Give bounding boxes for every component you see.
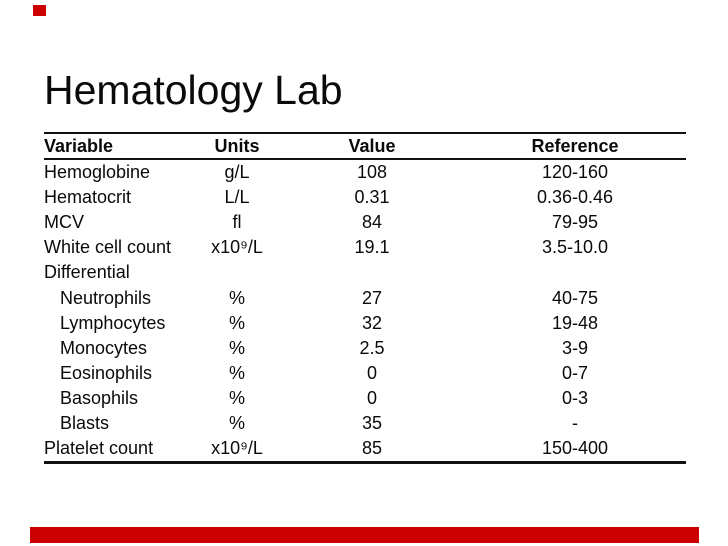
table-row: Monocytes% 2.5 3-9	[44, 336, 686, 361]
variable-cell: Blasts	[60, 412, 110, 433]
units-cell: x10⁹/L	[194, 436, 280, 465]
units-cell: x10⁹/L	[211, 237, 263, 258]
reference-cell: 19-48	[551, 312, 599, 333]
value-cell: 108	[356, 162, 388, 183]
variable-cell: Platelet count	[44, 436, 194, 465]
reference-cell: -	[572, 412, 578, 433]
units-cell: fl	[232, 212, 242, 233]
variable-cell: Lymphocytes	[60, 312, 166, 333]
value-cell	[280, 260, 464, 285]
value-cell: 85	[280, 436, 464, 465]
table-body: Hemoglobine g/L 108 120-160 Hematocrit L/L 0.3…	[44, 159, 686, 465]
reference-cell: 40-75	[551, 287, 599, 308]
table-row: Blasts% 35 -	[44, 411, 686, 436]
units-cell: %	[228, 387, 245, 408]
reference-cell: 0-7	[561, 362, 588, 383]
value-cell: 0	[366, 362, 377, 383]
units-cell: %	[228, 412, 245, 433]
table-row: Lymphocytes% 32 19-48	[44, 311, 686, 336]
column-header: Units	[194, 132, 280, 160]
units-cell: %	[228, 362, 245, 383]
value-cell: 84	[361, 212, 383, 233]
units-cell: L/L	[224, 187, 250, 208]
table-row: Hemoglobine g/L 108 120-160	[44, 159, 686, 185]
reference-cell: 150-400	[464, 436, 686, 465]
units-cell: %	[228, 287, 245, 308]
table-row: MCV fl 84 79-95	[44, 210, 686, 235]
reference-cell: 79-95	[551, 212, 599, 233]
table-row: Neutrophils% 27 40-75	[44, 285, 686, 310]
variable-cell: Basophils	[60, 387, 139, 408]
value-cell: 19.1	[354, 237, 390, 258]
reference-cell: 3-9	[561, 337, 588, 358]
variable-cell: Monocytes	[60, 337, 148, 358]
table-row: Platelet count x10⁹/L 85 150-400	[44, 436, 686, 465]
variable-cell: Eosinophils	[60, 362, 153, 383]
variable-cell: Hemoglobine	[44, 162, 151, 183]
units-cell: %	[228, 312, 245, 333]
reference-cell: 0.36-0.46	[536, 187, 614, 208]
reference-cell: 120-160	[541, 162, 609, 183]
variable-cell: Neutrophils	[60, 287, 152, 308]
value-cell: 35	[361, 412, 383, 433]
lab-results-table-container: Variable Units Value Reference Hemoglobine g…	[44, 132, 686, 465]
variable-cell: Differential	[44, 262, 130, 283]
lab-results-table: Variable Units Value Reference Hemoglobine g…	[44, 132, 686, 465]
value-cell: 0.31	[354, 187, 390, 208]
red-accent-mark	[33, 5, 46, 16]
units-cell: %	[228, 337, 245, 358]
units-cell	[194, 260, 280, 285]
table-row: Differential	[44, 260, 686, 285]
variable-cell: MCV	[44, 212, 84, 233]
column-header: Variable	[44, 132, 194, 160]
reference-cell	[464, 260, 686, 285]
column-header: Value	[280, 132, 464, 160]
reference-cell: 0-3	[561, 387, 588, 408]
table-header-row: Variable Units Value Reference	[44, 132, 686, 160]
bottom-accent-bar	[30, 527, 699, 543]
value-cell: 27	[361, 287, 383, 308]
table-row: Basophils% 0 0-3	[44, 386, 686, 411]
reference-cell: 3.5-10.0	[541, 237, 609, 258]
slide-title: Hematology Lab	[44, 67, 343, 114]
value-cell: 32	[361, 312, 383, 333]
variable-cell: White cell count	[44, 237, 172, 258]
column-header: Reference	[464, 132, 686, 160]
variable-cell: Hematocrit	[44, 187, 132, 208]
value-cell: 2.5	[359, 337, 385, 358]
units-cell: g/L	[224, 162, 250, 183]
table-row: Eosinophils% 0 0-7	[44, 361, 686, 386]
table-row: White cell count x10⁹/L 19.1 3.5-10.0	[44, 235, 686, 260]
table-row: Hematocrit L/L 0.31 0.36-0.46	[44, 185, 686, 210]
value-cell: 0	[366, 387, 377, 408]
